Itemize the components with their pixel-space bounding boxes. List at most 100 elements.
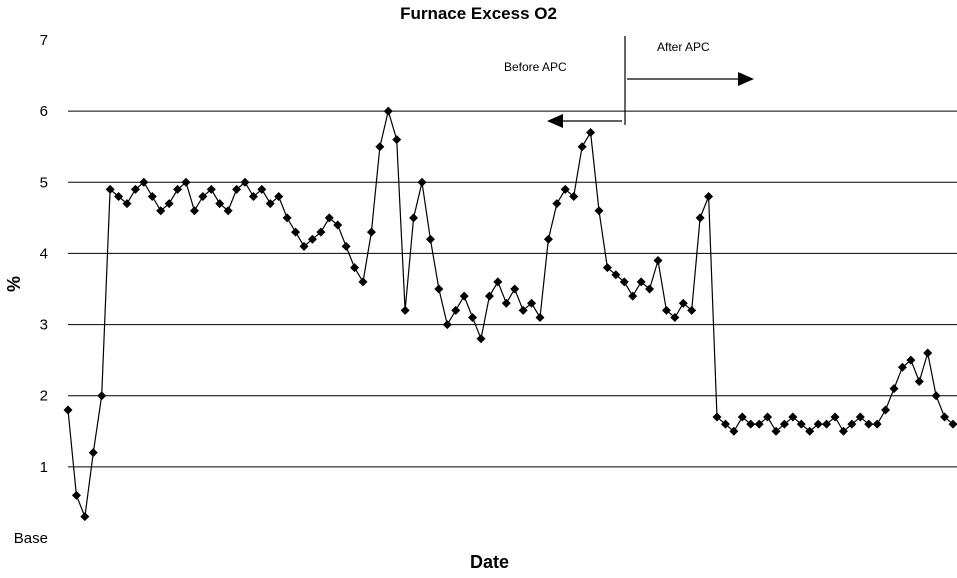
data-point-marker: [535, 312, 545, 322]
data-point-marker: [687, 305, 697, 315]
data-point-marker: [501, 298, 511, 308]
data-point-marker: [838, 426, 848, 436]
y-tick-label: 1: [40, 459, 48, 476]
data-point-marker: [122, 199, 132, 209]
y-tick-label: 3: [40, 317, 48, 334]
data-point-marker: [274, 192, 284, 202]
y-tick-label: 5: [40, 174, 48, 191]
data-point-marker: [147, 192, 157, 202]
data-point-marker: [906, 355, 916, 365]
y-tick-label: 2: [40, 388, 48, 405]
data-point-marker: [299, 241, 309, 251]
data-point-marker: [409, 213, 419, 223]
data-point-marker: [181, 177, 191, 187]
data-point-marker: [333, 220, 343, 230]
right-arrow-icon: [738, 72, 754, 86]
data-point-marker: [476, 334, 486, 344]
data-point-marker: [493, 277, 503, 287]
data-point-marker: [619, 277, 629, 287]
data-point-marker: [442, 320, 452, 330]
data-point-marker: [720, 419, 730, 429]
data-point-marker: [923, 348, 933, 358]
data-point-marker: [173, 184, 183, 194]
data-point-marker: [636, 277, 646, 287]
data-point-marker: [97, 391, 107, 401]
data-point-marker: [518, 305, 528, 315]
data-point-marker: [695, 213, 705, 223]
y-tick-label: 7: [40, 32, 48, 49]
annotations: Before APC After APC: [504, 36, 754, 128]
data-point-marker: [257, 184, 267, 194]
series-line: [67, 108, 954, 520]
data-point-marker: [114, 192, 124, 202]
data-point-marker: [796, 419, 806, 429]
data-point-marker: [459, 291, 469, 301]
data-point-marker: [594, 206, 604, 216]
data-point-marker: [383, 106, 393, 116]
data-point-marker: [282, 213, 292, 223]
data-point-marker: [889, 384, 899, 394]
data-point-marker: [468, 312, 478, 322]
data-point-marker: [763, 412, 773, 422]
data-point-marker: [914, 376, 924, 386]
data-point-marker: [746, 419, 756, 429]
data-point-marker: [661, 305, 671, 315]
data-point-marker: [366, 227, 376, 237]
data-point-marker: [569, 192, 579, 202]
data-point-marker: [484, 291, 494, 301]
data-point-marker: [223, 206, 233, 216]
data-point-marker: [881, 405, 891, 415]
data-point-marker: [434, 284, 444, 294]
data-point-marker: [931, 391, 941, 401]
data-point-marker: [156, 206, 166, 216]
data-point-marker: [291, 227, 301, 237]
data-point-marker: [105, 184, 115, 194]
data-point-marker: [586, 127, 596, 137]
data-series: [63, 106, 957, 522]
data-point-marker: [527, 298, 537, 308]
data-point-marker: [813, 419, 823, 429]
data-point-marker: [577, 142, 587, 152]
chart-title: Furnace Excess O2: [400, 4, 557, 23]
data-point-marker: [611, 270, 621, 280]
data-point-marker: [830, 412, 840, 422]
data-point-marker: [712, 412, 722, 422]
data-point-marker: [232, 184, 242, 194]
data-point-marker: [543, 234, 553, 244]
data-point-marker: [729, 426, 739, 436]
y-tick-label: 6: [40, 103, 48, 120]
data-point-marker: [678, 298, 688, 308]
x-axis-label: Date: [470, 552, 510, 572]
data-point-marker: [940, 412, 950, 422]
data-point-marker: [71, 490, 81, 500]
left-arrow-icon: [547, 114, 563, 128]
data-point-marker: [552, 199, 562, 209]
data-point-marker: [341, 241, 351, 251]
data-point-marker: [510, 284, 520, 294]
data-point-marker: [897, 362, 907, 372]
data-point-marker: [788, 412, 798, 422]
data-point-marker: [602, 263, 612, 273]
before-apc-label: Before APC: [504, 60, 567, 74]
data-point-marker: [737, 412, 747, 422]
data-point-marker: [307, 234, 317, 244]
data-point-marker: [864, 419, 874, 429]
data-point-marker: [670, 312, 680, 322]
data-point-marker: [425, 234, 435, 244]
data-point-marker: [240, 177, 250, 187]
data-point-marker: [872, 419, 882, 429]
data-point-marker: [248, 192, 258, 202]
data-point-marker: [451, 305, 461, 315]
data-point-marker: [855, 412, 865, 422]
data-point-marker: [63, 405, 73, 415]
data-point-marker: [324, 213, 334, 223]
data-point-marker: [88, 448, 98, 458]
data-point-marker: [350, 263, 360, 273]
data-point-marker: [805, 426, 815, 436]
data-point-marker: [948, 419, 957, 429]
data-point-marker: [215, 199, 225, 209]
y-tick-label: 4: [40, 245, 48, 262]
data-point-marker: [189, 206, 199, 216]
data-point-marker: [822, 419, 832, 429]
